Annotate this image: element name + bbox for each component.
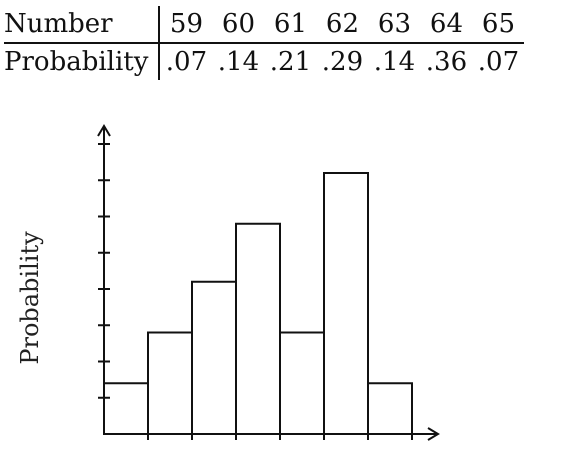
number-header: Number <box>4 6 161 44</box>
probability-row: Probability .07 .14 .21 .29 .14 .36 .07 <box>4 43 524 80</box>
bars-group <box>103 172 413 435</box>
axes-group <box>97 124 440 441</box>
probability-cell: .07 <box>165 47 208 77</box>
probability-cell: .36 <box>425 47 468 77</box>
number-cell: 61 <box>264 6 317 44</box>
probability-cell: .14 <box>217 47 260 77</box>
probability-cell: .07 <box>477 47 520 77</box>
probability-cell: .14 <box>373 47 416 77</box>
x-axis-arrow <box>427 427 440 441</box>
probability-cell: .21 <box>269 47 312 77</box>
number-row: Number 59 60 61 62 63 64 65 <box>4 6 525 44</box>
histogram-bar <box>367 382 413 435</box>
number-cell: 59 <box>159 6 213 44</box>
probability-header: Probability <box>4 43 161 80</box>
number-cell: 65 <box>472 6 525 44</box>
y-axis-label: Probability <box>16 231 44 365</box>
probability-cell: .29 <box>321 47 364 77</box>
probability-table: Number 59 60 61 62 63 64 65 Probability … <box>4 6 525 80</box>
histogram-bar <box>191 280 237 435</box>
histogram-bar <box>235 222 281 435</box>
histogram-bar <box>323 172 369 435</box>
number-cell: 63 <box>368 6 421 44</box>
number-cell: 64 <box>420 6 473 44</box>
number-cell: 62 <box>316 6 369 44</box>
y-axis-arrow <box>97 124 111 137</box>
histogram-bar <box>279 331 325 435</box>
histogram-bar <box>147 331 193 435</box>
number-cell: 60 <box>212 6 265 44</box>
histogram-bar <box>103 382 149 435</box>
